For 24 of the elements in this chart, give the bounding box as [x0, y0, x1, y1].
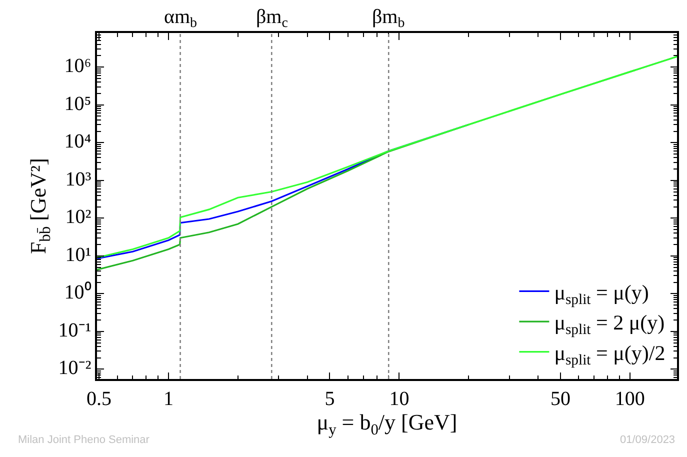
y-tick-label: 10⁻¹	[58, 319, 92, 342]
ref-line-label: βm$_{c}$	[256, 6, 288, 32]
x-tick-label: 1	[163, 388, 174, 410]
x-tick-label: 10	[389, 388, 410, 410]
y-tick-label: 10⁵	[64, 92, 92, 115]
y-tick-label: 10⁰	[64, 280, 92, 304]
y-tick-label: 10⁴	[64, 130, 92, 153]
legend-label: μ$_{split}$ = μ(y)/2	[554, 341, 666, 368]
legend-label: μ$_{split}$ = 2 μ(y)	[554, 310, 665, 338]
y-tick-label: 10²	[65, 206, 92, 228]
y-tick-label: 10⁶	[64, 55, 92, 78]
y-tick-label: 10³	[65, 168, 92, 190]
x-tick-label: 0.5	[86, 388, 112, 410]
x-axis-title: μ$_{y}$ = b$_{0}$/y [GeV]	[316, 410, 458, 438]
text: 01/09/2023	[620, 434, 676, 446]
x-tick-label: 50	[550, 388, 570, 410]
y-tick-label: 10¹	[65, 244, 92, 266]
x-tick-label: 100	[614, 388, 645, 410]
ref-line-label: αm$_{b}$	[164, 6, 198, 32]
text: Milan Joint Pheno Seminar	[18, 434, 150, 446]
legend-label: μ$_{split}$ = μ(y)	[554, 280, 649, 308]
y-tick-label: 10⁻²	[58, 357, 92, 380]
ref-line-label: βm$_{b}$	[372, 6, 405, 32]
x-tick-label: 5	[324, 388, 335, 410]
